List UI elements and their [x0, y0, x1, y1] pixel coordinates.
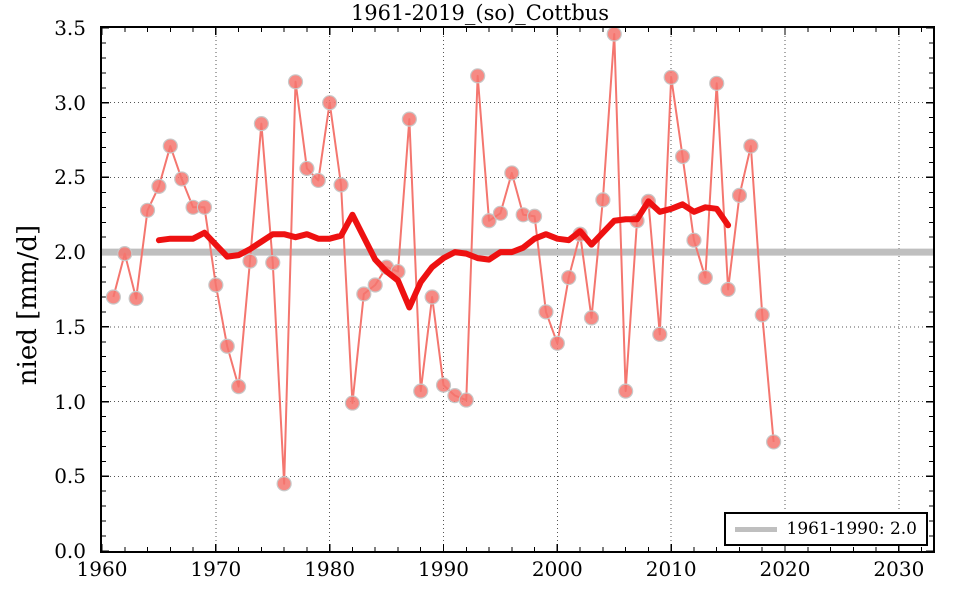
data-point: [265, 255, 281, 271]
axis-ticks: [102, 28, 933, 551]
data-point: [424, 289, 440, 305]
x-tick-label: 2030: [873, 557, 925, 581]
y-tick-label: 0.5: [54, 464, 86, 489]
data-point: [344, 395, 361, 411]
legend-line-swatch: [734, 526, 777, 532]
data-point: [162, 138, 178, 154]
chart-title: 1961-2019_(so)_Cottbus: [350, 1, 610, 25]
data-markers-layer: [105, 28, 782, 492]
data-point: [470, 68, 486, 84]
data-point: [174, 171, 190, 187]
data-point: [720, 281, 736, 298]
y-tick-label: 3.0: [54, 90, 86, 115]
data-point: [413, 383, 429, 399]
x-tick-label: 2010: [645, 557, 697, 581]
data-point: [561, 269, 577, 286]
data-point: [367, 277, 383, 293]
data-point: [287, 74, 304, 90]
data-point: [504, 165, 520, 181]
data-point: [731, 187, 748, 203]
data-point: [276, 476, 292, 492]
data-point: [663, 69, 679, 85]
data-point: [151, 178, 167, 194]
data-point: [766, 434, 782, 450]
data-point: [128, 290, 144, 307]
y-tick-label: 3.5: [54, 16, 86, 40]
data-point: [538, 304, 554, 320]
data-point: [606, 28, 622, 42]
data-point: [595, 192, 611, 208]
smoothed-trend-line: [155, 198, 732, 311]
legend-label: 1961-1990: 2.0: [786, 519, 917, 539]
y-tick-label: 2.5: [54, 165, 86, 190]
data-point: [310, 172, 326, 189]
data-point: [139, 202, 156, 218]
data-point: [709, 75, 725, 91]
data-point: [435, 377, 452, 393]
data-point: [674, 148, 691, 165]
x-tick-label: 1980: [304, 557, 356, 581]
plot-canvas: [102, 28, 933, 551]
x-tick-label: 2000: [531, 557, 583, 581]
data-point: [754, 307, 770, 323]
x-tick-label: 2020: [759, 557, 811, 581]
data-point: [526, 208, 543, 224]
data-point: [549, 335, 565, 351]
y-tick-label: 1.0: [54, 389, 86, 414]
x-tick-label: 1960: [76, 557, 128, 581]
data-point: [299, 160, 315, 177]
data-point: [242, 253, 258, 269]
data-point: [401, 111, 417, 127]
y-tick-label: 0.0: [54, 539, 86, 563]
data-point: [458, 392, 474, 408]
x-tick-label: 1970: [190, 557, 242, 581]
data-point: [333, 177, 349, 193]
data-point: [652, 326, 668, 342]
data-point: [356, 286, 372, 302]
data-point: [481, 213, 497, 229]
data-point: [231, 379, 247, 395]
data-point: [686, 232, 702, 248]
data-point: [743, 138, 759, 154]
y-tick-label: 1.5: [54, 314, 86, 339]
data-point: [697, 269, 713, 286]
data-point: [208, 277, 224, 293]
plot-area: 1961-1990: 2.0: [100, 26, 935, 553]
data-point: [583, 310, 600, 326]
data-point: [219, 338, 235, 354]
data-point: [322, 95, 338, 111]
data-point: [117, 246, 133, 262]
grid-lines: [102, 28, 933, 551]
data-point: [105, 289, 121, 305]
legend: 1961-1990: 2.0: [723, 512, 928, 546]
data-point: [618, 383, 634, 399]
data-point: [196, 199, 213, 215]
y-tick-label: 2.0: [54, 240, 86, 265]
data-point: [253, 116, 269, 132]
data-point: [492, 205, 509, 221]
x-tick-label: 1990: [418, 557, 469, 581]
